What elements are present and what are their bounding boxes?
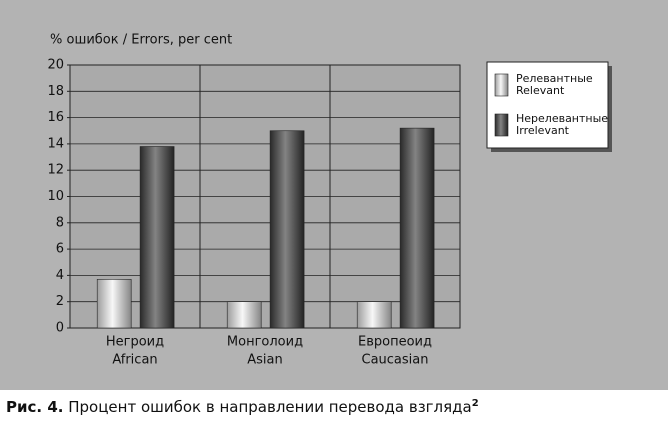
- bar: [226, 301, 262, 329]
- caption-footnote: 2: [471, 398, 479, 409]
- y-tick-label: 2: [56, 294, 64, 309]
- x-tick-label: Негроид: [106, 335, 164, 350]
- y-tick-label: 18: [47, 84, 64, 99]
- y-tick-label: 14: [47, 136, 64, 151]
- bar: [269, 130, 305, 329]
- y-tick-label: 4: [56, 268, 64, 283]
- bar: [139, 146, 175, 329]
- y-tick-label: 16: [47, 110, 64, 125]
- legend-label: Relevant: [516, 84, 565, 97]
- x-tick-label: Caucasian: [362, 353, 429, 368]
- y-tick-label: 8: [56, 215, 64, 230]
- y-tick-label: 0: [56, 321, 64, 336]
- legend-label: Релевантные: [516, 72, 593, 85]
- legend-swatch: [494, 73, 509, 97]
- x-tick-label: Asian: [247, 353, 282, 368]
- x-tick-label: Монголоид: [227, 335, 303, 350]
- chart: % ошибок / Errors, per cent 0 2 4 6 8 10 12 14 1…: [0, 0, 668, 390]
- bar: [356, 301, 392, 329]
- y-tick-label: 20: [47, 58, 64, 73]
- y-tick-label: 12: [47, 163, 64, 178]
- y-axis-title: % ошибок / Errors, per cent: [50, 33, 232, 48]
- legend-label: Irrelevant: [516, 124, 570, 137]
- y-tick-label: 10: [47, 189, 64, 204]
- bar: [96, 279, 132, 329]
- caption-label: Рис. 4.: [6, 398, 64, 416]
- caption-text: Процент ошибок в направлении перевода вз…: [68, 398, 472, 416]
- y-tick-label: 6: [56, 242, 64, 257]
- bar: [399, 127, 435, 329]
- legend-swatch: [494, 113, 509, 137]
- legend-label: Нерелевантные: [516, 112, 608, 125]
- caption: Рис. 4. Процент ошибок в направлении пер…: [6, 398, 479, 416]
- x-tick-label: African: [112, 353, 157, 368]
- x-tick-label: Европеоид: [358, 335, 432, 350]
